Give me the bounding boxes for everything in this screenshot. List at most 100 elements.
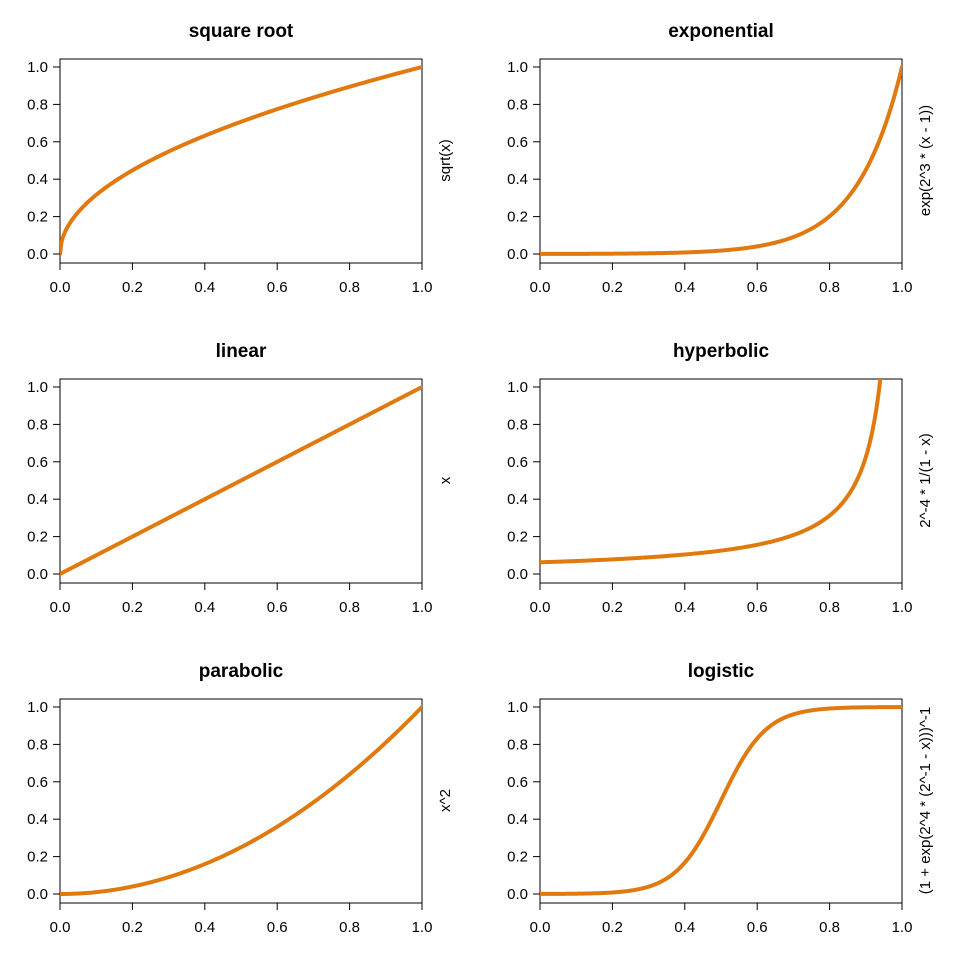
x-tick-label: 1.0 (412, 599, 433, 616)
x-tick-label: 0.2 (122, 599, 143, 616)
x-tick-label: 0.4 (194, 919, 215, 936)
plot-frame (539, 378, 903, 584)
chart-title: logistic (688, 661, 755, 682)
x-tick-label: 0.8 (339, 279, 360, 296)
series-line (60, 705, 422, 896)
x-tick-label: 0.0 (50, 599, 71, 616)
x-tick-label: 0.8 (339, 599, 360, 616)
y-axis-label: exp(2^3 * (x - 1)) (917, 105, 934, 216)
x-tick-label: 1.0 (892, 919, 913, 936)
series-line (540, 65, 902, 256)
y-tick-label: 0.6 (507, 454, 528, 471)
x-tick-label: 0.0 (530, 599, 551, 616)
x-tick-label: 1.0 (892, 279, 913, 296)
y-tick-label: 1.0 (27, 59, 48, 76)
series-line (60, 65, 422, 256)
y-tick-label: 0.0 (507, 886, 528, 903)
plot-frame (59, 698, 423, 904)
x-tick-label: 0.4 (194, 599, 215, 616)
x-tick-label: 0.2 (602, 279, 623, 296)
y-tick-label: 0.0 (27, 246, 48, 263)
y-axis-label: sqrt(x) (437, 139, 454, 182)
chart-title: hyperbolic (673, 341, 770, 362)
y-tick-label: 0.2 (507, 849, 528, 866)
x-tick-label: 1.0 (412, 279, 433, 296)
x-tick-label: 0.8 (819, 279, 840, 296)
x-tick-label: 0.6 (747, 599, 768, 616)
x-tick-label: 0.6 (747, 919, 768, 936)
y-tick-label: 1.0 (27, 699, 48, 716)
x-tick-label: 0.4 (674, 599, 695, 616)
y-tick-label: 0.4 (507, 491, 528, 508)
chart-title: parabolic (199, 661, 284, 682)
chart-title: exponential (668, 21, 774, 42)
y-tick-label: 0.6 (27, 454, 48, 471)
x-tick-label: 0.2 (122, 279, 143, 296)
y-tick-label: 0.8 (507, 416, 528, 433)
y-tick-label: 0.6 (27, 774, 48, 791)
y-tick-label: 0.2 (507, 209, 528, 226)
x-tick-label: 0.2 (122, 919, 143, 936)
y-tick-label: 0.0 (27, 886, 48, 903)
x-tick-label: 0.0 (530, 279, 551, 296)
x-tick-label: 0.2 (602, 919, 623, 936)
y-tick-label: 0.8 (507, 96, 528, 113)
plot-frame (59, 378, 423, 584)
x-tick-label: 0.0 (50, 279, 71, 296)
x-tick-label: 1.0 (412, 919, 433, 936)
x-tick-label: 0.6 (267, 279, 288, 296)
panel-exponential: exponential 0.0 0.2 0.4 0.6 0.8 1.0 0.0 0.2 0.4 0.… (507, 21, 934, 296)
series-line (540, 705, 902, 896)
y-tick-label: 0.4 (27, 491, 48, 508)
panel-parabolic: parabolic 0.0 0.2 0.4 0.6 0.8 1.0 0.0 0.2 0.4 0.6 0… (27, 661, 454, 936)
panel-logistic: logistic 0.0 0.2 0.4 0.6 0.8 1.0 0.0 0.2 0.4 0.6 0.… (507, 661, 934, 936)
series-line (540, 379, 883, 565)
y-tick-label: 0.2 (27, 849, 48, 866)
plot-frame (59, 58, 423, 264)
y-axis-label: x (437, 476, 454, 484)
panel-hyperbolic: hyperbolic 0.0 0.2 0.4 0.6 0.8 1.0 0.0 0.2 0.4 0.6… (507, 341, 934, 616)
y-tick-label: 0.6 (507, 134, 528, 151)
y-tick-label: 0.8 (27, 96, 48, 113)
y-tick-label: 0.4 (27, 171, 48, 188)
y-tick-label: 0.8 (27, 736, 48, 753)
chart-title: linear (216, 341, 267, 362)
y-tick-label: 0.8 (507, 736, 528, 753)
x-tick-label: 0.2 (602, 599, 623, 616)
x-tick-label: 0.6 (267, 919, 288, 936)
y-tick-label: 1.0 (27, 379, 48, 396)
series-line (60, 385, 422, 576)
y-axis-label: x^2 (437, 789, 454, 812)
x-tick-label: 1.0 (892, 599, 913, 616)
y-tick-label: 1.0 (507, 699, 528, 716)
plot-frame (539, 698, 903, 904)
panel-linear: linear 0.0 0.2 0.4 0.6 0.8 1.0 0.0 0.2 0.4 0.6 0.8 1… (27, 341, 454, 616)
x-tick-label: 0.4 (194, 279, 215, 296)
plot-frame (539, 58, 903, 264)
x-tick-label: 0.4 (674, 919, 695, 936)
y-axis-label: (1 + exp(2^4 * (2^-1 - x)))^-1 (917, 707, 934, 894)
y-tick-label: 0.0 (507, 566, 528, 583)
y-tick-label: 0.4 (27, 811, 48, 828)
chart-title: square root (189, 21, 294, 42)
x-tick-label: 0.8 (819, 919, 840, 936)
y-tick-label: 0.6 (507, 774, 528, 791)
x-tick-label: 0.6 (267, 599, 288, 616)
x-tick-label: 0.0 (50, 919, 71, 936)
x-tick-label: 0.8 (339, 919, 360, 936)
y-tick-label: 0.0 (507, 246, 528, 263)
x-tick-label: 0.6 (747, 279, 768, 296)
y-tick-label: 0.2 (27, 529, 48, 546)
x-tick-label: 0.8 (819, 599, 840, 616)
y-tick-label: 0.4 (507, 811, 528, 828)
y-tick-label: 0.4 (507, 171, 528, 188)
x-tick-label: 0.4 (674, 279, 695, 296)
y-tick-label: 0.0 (27, 566, 48, 583)
y-tick-label: 0.8 (27, 416, 48, 433)
y-tick-label: 0.6 (27, 134, 48, 151)
y-axis-label: 2^-4 * 1/(1 - x) (917, 433, 934, 528)
y-tick-label: 1.0 (507, 379, 528, 396)
y-tick-label: 0.2 (507, 529, 528, 546)
y-tick-label: 0.2 (27, 209, 48, 226)
